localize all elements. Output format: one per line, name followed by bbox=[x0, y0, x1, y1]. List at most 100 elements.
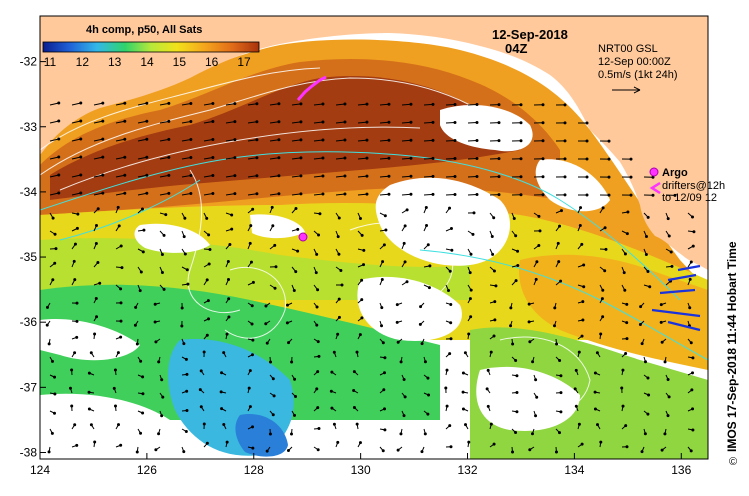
velocity-arrow-head bbox=[511, 342, 515, 346]
velocity-arrow-head bbox=[211, 120, 215, 124]
velocity-arrow-head bbox=[667, 234, 671, 238]
velocity-arrow-head bbox=[317, 426, 321, 430]
velocity-arrow-head bbox=[145, 119, 149, 123]
velocity-arrows bbox=[45, 101, 696, 454]
velocity-arrow-head bbox=[70, 368, 74, 372]
y-tick-label: -35 bbox=[20, 250, 38, 264]
velocity-arrow-head bbox=[113, 368, 117, 372]
velocity-arrow-head bbox=[101, 119, 105, 123]
velocity-arrow-head bbox=[491, 252, 495, 256]
velocity-arrow-head bbox=[670, 264, 674, 268]
velocity-arrow-head bbox=[387, 102, 391, 106]
velocity-arrow-head bbox=[690, 388, 694, 392]
velocity-arrow-head bbox=[431, 174, 435, 178]
velocity-arrow-head bbox=[625, 337, 629, 341]
velocity-arrow-head bbox=[475, 121, 479, 125]
velocity-arrow-head bbox=[53, 261, 57, 265]
velocity-arrow-head bbox=[648, 285, 652, 289]
velocity-arrow-head bbox=[475, 157, 479, 161]
velocity-arrow-head bbox=[461, 390, 465, 394]
velocity-arrow-head bbox=[141, 375, 145, 379]
velocity-arrow bbox=[159, 120, 169, 124]
velocity-arrow-head bbox=[227, 315, 231, 319]
velocity-arrow-head bbox=[119, 301, 123, 305]
velocity-arrow-head bbox=[101, 155, 105, 159]
velocity-arrow bbox=[357, 193, 368, 196]
velocity-arrow bbox=[445, 103, 456, 106]
velocity-arrow-head bbox=[646, 215, 650, 219]
velocity-arrow bbox=[203, 103, 213, 106]
velocity-arrow-head bbox=[330, 406, 334, 410]
velocity-arrow-head bbox=[360, 233, 364, 237]
velocity-arrow bbox=[401, 121, 412, 124]
velocity-arrow-head bbox=[255, 192, 259, 196]
velocity-arrow-head bbox=[167, 173, 171, 177]
velocity-arrow bbox=[159, 156, 169, 160]
velocity-arrow-head bbox=[445, 368, 449, 372]
velocity-arrow-head bbox=[96, 260, 100, 264]
velocity-arrow-head bbox=[489, 350, 493, 354]
y-axis: -32 -33 -34 -35 -36 -37 -38 bbox=[20, 55, 46, 459]
velocity-arrow-head bbox=[607, 193, 611, 197]
velocity-arrow-head bbox=[352, 389, 356, 393]
velocity-arrow-head bbox=[643, 360, 647, 364]
velocity-arrow-head bbox=[75, 335, 79, 339]
velocity-arrow-head bbox=[362, 248, 366, 252]
velocity-arrow-head bbox=[47, 450, 51, 454]
velocity-arrow bbox=[71, 192, 81, 196]
velocity-arrow bbox=[115, 174, 125, 178]
velocity-arrow-head bbox=[343, 174, 347, 178]
velocity-arrow-head bbox=[625, 302, 629, 306]
velocity-arrow-head bbox=[689, 341, 693, 345]
velocity-arrow-head bbox=[453, 138, 457, 142]
velocity-arrow-head bbox=[424, 205, 428, 209]
velocity-arrow-head bbox=[620, 386, 624, 390]
velocity-arrow-head bbox=[316, 448, 320, 452]
velocity-arrow-head bbox=[426, 376, 430, 380]
x-tick-label: 126 bbox=[137, 463, 157, 477]
velocity-arrow-head bbox=[317, 354, 321, 358]
velocity-arrow-head bbox=[249, 224, 253, 228]
velocity-arrow-head bbox=[563, 121, 567, 125]
velocity-arrow-head bbox=[593, 390, 597, 394]
velocity-arrow-head bbox=[409, 138, 413, 142]
velocity-arrow-head bbox=[445, 404, 449, 408]
velocity-arrow-head bbox=[448, 352, 452, 356]
velocity-arrow-head bbox=[205, 278, 209, 282]
velocity-arrow-head bbox=[290, 360, 294, 364]
velocity-arrow-head bbox=[339, 268, 343, 272]
velocity-arrow-head bbox=[208, 248, 212, 252]
velocity-arrow bbox=[401, 103, 412, 106]
velocity-arrow bbox=[203, 121, 213, 124]
velocity-arrow-head bbox=[73, 278, 77, 282]
velocity-arrow-head bbox=[492, 216, 496, 220]
velocity-arrow-head bbox=[640, 342, 644, 346]
velocity-arrow-head bbox=[51, 216, 55, 220]
velocity-arrow-head bbox=[660, 340, 664, 344]
velocity-arrow-head bbox=[189, 191, 193, 195]
velocity-arrow-head bbox=[395, 303, 399, 307]
velocity-arrow-head bbox=[336, 235, 340, 239]
velocity-arrow-head bbox=[461, 407, 465, 411]
velocity-arrow-head bbox=[321, 192, 325, 196]
velocity-arrow bbox=[115, 156, 125, 160]
velocity-arrow-head bbox=[380, 277, 384, 281]
y-tick-label: -32 bbox=[20, 55, 38, 69]
velocity-arrow-head bbox=[666, 414, 670, 418]
velocity-arrow-head bbox=[207, 262, 211, 266]
velocity-arrow-head bbox=[145, 155, 149, 159]
velocity-arrow-head bbox=[593, 371, 597, 375]
velocity-arrow-head bbox=[116, 423, 120, 427]
velocity-arrow-head bbox=[601, 206, 605, 210]
velocity-arrow bbox=[71, 156, 81, 160]
velocity-arrow-head bbox=[585, 139, 589, 143]
velocity-arrow-head bbox=[453, 174, 457, 178]
velocity-arrow-head bbox=[409, 120, 413, 124]
velocity-arrow bbox=[357, 139, 368, 142]
velocity-arrow-head bbox=[183, 252, 187, 256]
velocity-arrow-head bbox=[527, 302, 531, 306]
velocity-arrow-head bbox=[383, 214, 387, 218]
velocity-arrow-head bbox=[57, 101, 61, 105]
map-time: 04Z bbox=[505, 41, 527, 56]
velocity-arrow-head bbox=[497, 193, 501, 197]
